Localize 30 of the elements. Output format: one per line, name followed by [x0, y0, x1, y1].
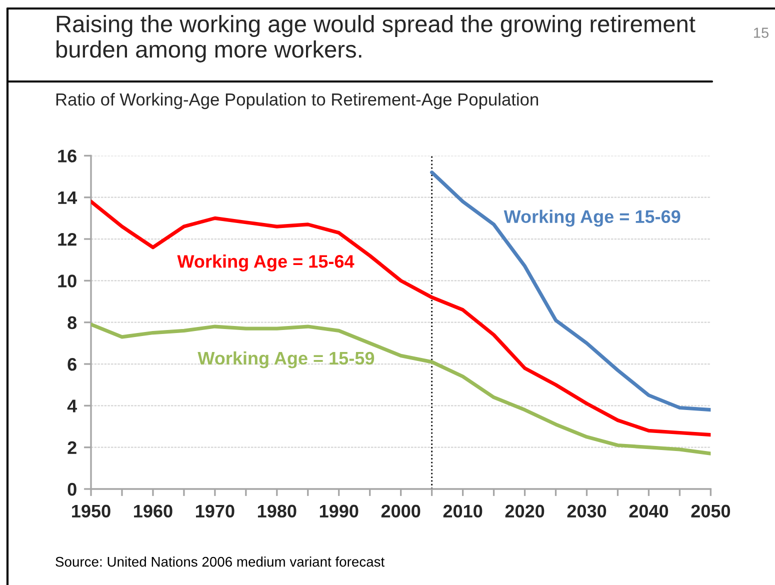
x-tick-label: 2040 [629, 504, 668, 518]
x-tick-label: 2020 [505, 504, 544, 518]
x-tick-label: 2000 [381, 504, 420, 518]
series-label: Working Age = 15-64 [177, 254, 354, 272]
x-tick-label: 2050 [691, 504, 730, 518]
y-tick-label: 8 [68, 316, 77, 330]
y-tick-label: 2 [68, 441, 76, 454]
y-tick-label: 10 [58, 274, 76, 288]
text: 15 [754, 28, 768, 38]
y-tick-label: 0 [68, 482, 76, 496]
y-tick-label: 4 [67, 400, 78, 412]
chart-subtitle: Ratio of Working-Age Population to Retirement-Age Population [56, 92, 538, 110]
line-series [91, 322, 711, 456]
line-series [430, 170, 711, 412]
x-tick-label: 1970 [196, 504, 234, 518]
x-tick-label: 1990 [320, 504, 358, 518]
series-label: Working Age = 15-59 [198, 351, 374, 368]
y-tick-label: 6 [68, 358, 76, 371]
x-tick-label: 2010 [443, 504, 482, 518]
x-tick-label: 1980 [258, 504, 296, 518]
y-tick-label: 14 [58, 191, 78, 204]
source-note: Source: United Nations 2006 medium variant forecast [56, 556, 385, 567]
series-label: Working Age = 15-69 [504, 210, 680, 227]
x-tick-label: 1950 [72, 504, 110, 518]
x-tick-label: 2030 [567, 504, 606, 518]
y-tick-label: 12 [58, 232, 76, 246]
line-series [91, 200, 711, 437]
chart-title: Raising the working age would spread the growing retirement burden among more workers. [56, 15, 696, 62]
x-tick-label: 1960 [134, 504, 172, 518]
y-tick-label: 16 [58, 150, 76, 162]
